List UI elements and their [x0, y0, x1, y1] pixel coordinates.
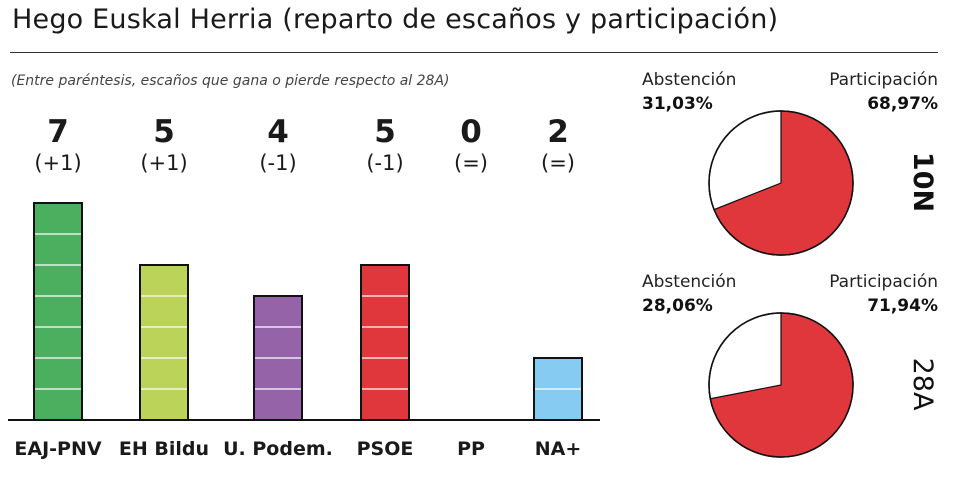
abstention-value: 28,06% [642, 296, 713, 316]
bar-eaj-pnv [33, 202, 83, 421]
seat-change-label: (=) [541, 151, 575, 175]
seat-change-label: (+1) [34, 151, 81, 175]
seat-count-label: 2 [547, 114, 569, 150]
seat-count-label: 7 [47, 114, 69, 150]
pie-10n-election-label: 10N [907, 142, 938, 222]
bar-eh-bildu [139, 264, 189, 421]
party-tick-label: EAJ-PNV [14, 438, 101, 460]
seat-count-label: 0 [460, 114, 482, 150]
seat-count-label: 5 [374, 114, 396, 150]
election-label-10n: 10N [907, 152, 938, 212]
participation-value: 68,97% [867, 94, 938, 114]
participation-label: Participación [829, 70, 938, 90]
participation-value: 71,94% [867, 296, 938, 316]
party-tick-label: PSOE [357, 438, 414, 460]
seat-change-label: (-1) [366, 151, 403, 175]
pie-10n-chart [708, 110, 854, 256]
seat-count-label: 5 [153, 114, 175, 150]
abstention-value: 31,03% [642, 94, 713, 114]
pie-outline [708, 110, 854, 256]
title-divider [10, 52, 938, 53]
seat-change-label: (+1) [140, 151, 187, 175]
party-tick-label: PP [457, 438, 485, 460]
pie-28a: Abstención 28,06% Participación 71,94% 2… [632, 272, 944, 467]
pie-10n: Abstención 31,03% Participación 68,97% 1… [632, 70, 944, 265]
seat-count-label: 4 [267, 114, 289, 150]
election-label-28a: 28A [907, 358, 938, 411]
participation-label: Participación [829, 272, 938, 292]
bar-rect [360, 264, 410, 421]
seat-change-label: (=) [454, 151, 488, 175]
seat-change-label: (-1) [259, 151, 296, 175]
bar-rect [139, 264, 189, 421]
pie-outline [708, 312, 854, 458]
bar-psoe [360, 264, 410, 421]
bar-rect [33, 202, 83, 421]
party-tick-label: U. Podem. [223, 438, 333, 460]
page-title: Hego Euskal Herria (reparto de escaños y… [12, 4, 779, 35]
chart-subtitle: (Entre paréntesis, escaños que gana o pi… [11, 73, 450, 89]
party-tick-label: NA+ [535, 438, 582, 460]
party-tick-label: EH Bildu [119, 438, 209, 460]
pie-28a-chart [708, 312, 854, 458]
bar-u-podem- [253, 295, 303, 421]
abstention-label: Abstención [642, 70, 737, 90]
abstention-label: Abstención [642, 272, 737, 292]
bar-na- [533, 357, 583, 421]
pie-28a-election-label: 28A [907, 344, 938, 424]
